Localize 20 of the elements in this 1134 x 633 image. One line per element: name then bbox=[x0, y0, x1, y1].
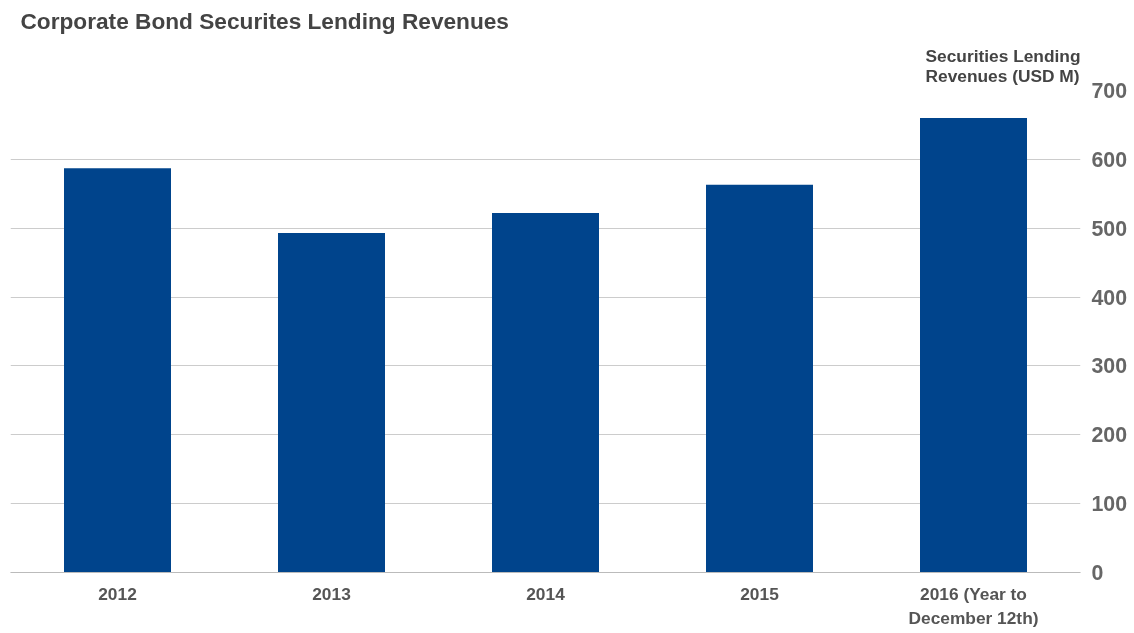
bar bbox=[706, 184, 813, 573]
bar bbox=[64, 168, 171, 573]
bar bbox=[920, 118, 1027, 573]
y-tick-label: 600 bbox=[1091, 147, 1128, 172]
x-tick-label: 2015 bbox=[740, 583, 780, 604]
bar bbox=[492, 213, 599, 573]
y-tick-label: 700 bbox=[1091, 79, 1128, 103]
y-axis-title: Securities Lending Revenues (USD M) bbox=[925, 45, 1081, 86]
y-tick-label: 400 bbox=[1091, 285, 1128, 310]
bar bbox=[278, 233, 385, 573]
y-tick-label: 500 bbox=[1091, 216, 1128, 241]
y-tick-label: 100 bbox=[1091, 492, 1128, 517]
chart-title: Corporate Bond Securites Lending Revenues bbox=[20, 7, 509, 34]
x-tick-label: 2013 bbox=[312, 583, 352, 604]
x-tick-label: 2014 bbox=[526, 583, 566, 604]
y-tick-label: 200 bbox=[1091, 423, 1128, 448]
x-tick-label: 2012 bbox=[98, 583, 137, 604]
y-tick-label: 300 bbox=[1091, 354, 1128, 379]
x-tick-label: 2016 (Year to December 12th) bbox=[908, 583, 1039, 628]
y-tick-label: 0 bbox=[1091, 561, 1104, 585]
